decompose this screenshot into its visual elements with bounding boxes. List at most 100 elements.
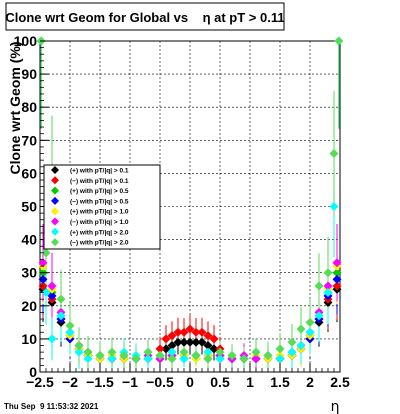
x-tick-label: 1 — [246, 374, 254, 390]
data-point — [209, 334, 219, 344]
x-tick-label: 2 — [306, 374, 314, 390]
y-tick-label: 0 — [29, 364, 37, 380]
data-point — [167, 347, 177, 357]
legend-marker — [51, 166, 59, 174]
data-point — [323, 268, 333, 278]
data-point — [65, 321, 75, 331]
data-point — [287, 347, 297, 357]
data-point — [215, 347, 225, 357]
data-point — [179, 337, 189, 347]
data-point — [203, 354, 213, 364]
data-point — [83, 354, 93, 364]
data-point — [173, 337, 183, 347]
data-point — [191, 350, 201, 360]
data-markers — [36, 36, 344, 364]
legend-label: (−) with pT/|q| > 2.0 — [70, 240, 129, 247]
data-point — [305, 327, 315, 337]
x-tick-label: −1 — [122, 374, 138, 390]
data-point — [332, 281, 342, 291]
data-point — [38, 258, 48, 268]
data-point — [41, 248, 51, 258]
data-point — [275, 354, 285, 364]
data-point — [197, 327, 207, 337]
timestamp-footer: Thu Sep 9 11:53:32 2021 — [4, 402, 99, 411]
data-point — [203, 347, 213, 357]
axis-ticks: −2.5 −2 −1.5 −1 −0.5 0 0.5 1 1.5 2 2.5 0 10 20 30 40 50 6… — [14, 33, 350, 390]
x-tick-label: 0 — [186, 374, 194, 390]
data-point — [65, 327, 75, 337]
data-point — [227, 350, 237, 360]
data-point — [314, 311, 324, 321]
data-point — [161, 334, 171, 344]
y-tick-label: 90 — [21, 66, 37, 82]
legend: (+) with pT/|q| > 0.1 (−) with pT/|q| > 0… — [51, 166, 129, 247]
legend-label: (−) with pT/|q| > 1.0 — [70, 219, 129, 226]
data-point — [185, 337, 195, 347]
legend-label: (+) with pT/|q| > 0.5 — [70, 188, 129, 195]
data-point — [239, 354, 249, 364]
data-point — [167, 341, 177, 351]
data-point — [191, 327, 201, 337]
data-point — [95, 350, 105, 360]
data-point — [47, 281, 57, 291]
data-point — [251, 347, 261, 357]
data-point — [332, 274, 342, 284]
data-point — [47, 291, 57, 301]
x-tick-label: −1.5 — [86, 374, 114, 390]
legend-marker — [51, 207, 59, 216]
data-point — [332, 258, 342, 268]
y-tick-label: 80 — [21, 99, 37, 115]
data-point — [74, 341, 84, 351]
data-point — [173, 327, 183, 337]
data-point — [203, 331, 213, 341]
y-tick-label: 40 — [21, 232, 37, 248]
data-point — [107, 347, 117, 357]
y-tick-label: 100 — [14, 33, 38, 49]
data-point — [143, 354, 153, 364]
y-tick-label: 60 — [21, 165, 37, 181]
data-point — [296, 324, 306, 334]
data-point — [329, 149, 339, 159]
data-point — [179, 347, 189, 357]
legend-label: (+) with pT/|q| > 1.0 — [70, 209, 129, 216]
data-point — [209, 344, 219, 354]
legend-marker — [51, 238, 59, 247]
legend-label: (+) with pT/|q| > 0.1 — [70, 168, 129, 175]
x-tick-label: 1.5 — [270, 374, 290, 390]
data-point — [305, 317, 315, 327]
x-tick-label: −0.5 — [146, 374, 174, 390]
y-axis-label: Clone wrt Geom (%) — [7, 41, 23, 174]
data-point — [191, 337, 201, 347]
data-point — [197, 337, 207, 347]
data-point — [167, 331, 177, 341]
data-point — [161, 344, 171, 354]
data-point — [296, 341, 306, 351]
data-point — [314, 281, 324, 291]
data-point — [167, 354, 177, 364]
data-point — [287, 337, 297, 347]
data-point — [332, 268, 342, 278]
data-point — [56, 311, 66, 321]
x-axis-label: η — [331, 399, 340, 414]
legend-marker — [51, 217, 59, 226]
y-tick-label: 30 — [21, 265, 37, 281]
legend-label: (+) with pT/|q| > 2.0 — [70, 229, 129, 236]
x-tick-label: 0.5 — [210, 374, 230, 390]
legend-marker — [51, 176, 59, 185]
data-point — [334, 36, 344, 46]
data-point — [155, 344, 165, 354]
data-point — [74, 347, 84, 357]
y-tick-label: 10 — [21, 331, 37, 347]
legend-label: (−) with pT/|q| > 0.1 — [70, 178, 129, 185]
data-point — [131, 354, 141, 364]
legend-marker — [51, 227, 59, 236]
legend-label: (−) with pT/|q| > 0.5 — [70, 198, 129, 205]
legend-marker — [51, 186, 59, 195]
data-point — [179, 327, 189, 337]
data-point — [179, 354, 189, 364]
data-point — [323, 288, 333, 298]
x-tick-label: −2 — [62, 374, 78, 390]
x-tick-label: −2.5 — [26, 374, 54, 390]
data-point — [155, 350, 165, 360]
y-tick-label: 50 — [21, 199, 37, 215]
